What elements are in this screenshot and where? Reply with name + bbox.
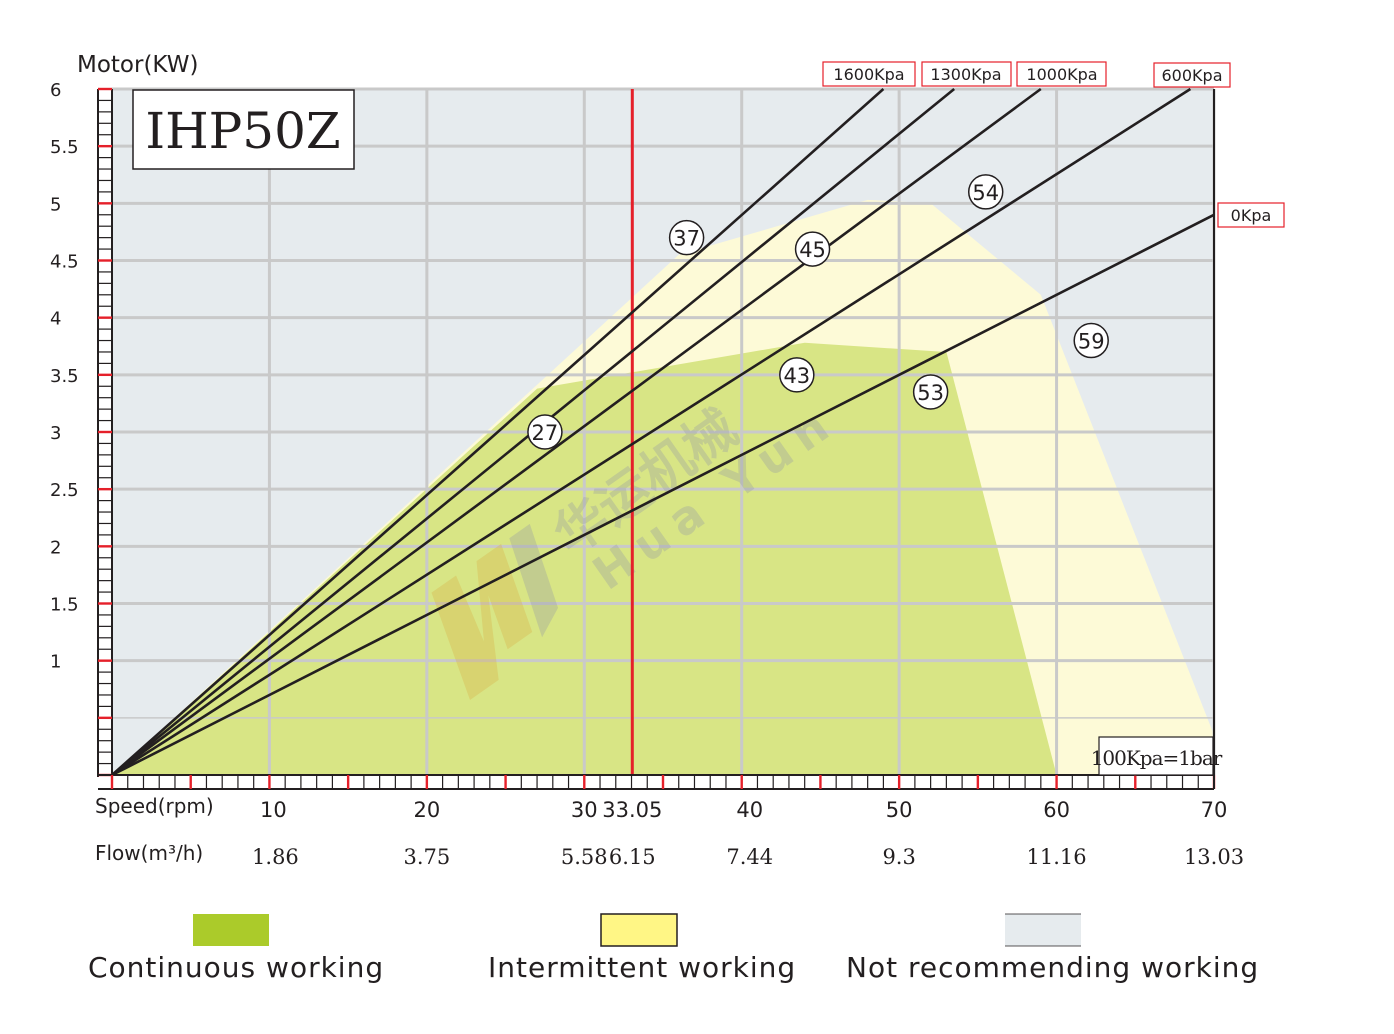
- efficiency-label: 45: [799, 238, 826, 262]
- flow-tick-label: 7.44: [726, 845, 773, 869]
- y-tick-label: 4.5: [50, 252, 79, 273]
- efficiency-circle: [527, 414, 563, 450]
- y-tick-label: 1: [50, 652, 61, 673]
- series-label: 600Kpa: [1162, 66, 1223, 85]
- series-line-3: [111, 87, 1192, 777]
- x-tick-label: 33.05: [602, 798, 662, 822]
- series-label-box: [822, 61, 916, 87]
- series-line-4: [111, 213, 1215, 777]
- y-tick-label: 4: [50, 309, 61, 330]
- series-label: 1300Kpa: [930, 65, 1001, 84]
- y-tick-label: 2: [50, 537, 61, 558]
- series-label-box: [1016, 61, 1107, 87]
- legend: Continuous working Intermittent working …: [88, 913, 1259, 984]
- flow-axis-title: Flow(m³/h): [95, 841, 203, 865]
- efficiency-labels: 27 37 45 54 43 53 59: [527, 174, 1109, 450]
- efficiency-label: 53: [917, 381, 944, 405]
- series-label: 1600Kpa: [833, 65, 904, 84]
- efficiency-circle: [1073, 322, 1109, 359]
- legend-swatch-not-recommended: [1004, 913, 1082, 947]
- unit-note-text: 100Kpa=1bar: [1091, 746, 1223, 770]
- efficiency-label: 54: [972, 181, 999, 205]
- series-label: 1000Kpa: [1026, 65, 1097, 84]
- efficiency-label: 59: [1078, 330, 1105, 354]
- series-label-box: [1153, 62, 1231, 88]
- y-tick-label: 1.5: [50, 595, 79, 616]
- y-tick-label: 3.5: [50, 366, 79, 387]
- flow-tick-label: 3.75: [403, 845, 450, 869]
- efficiency-label: 27: [532, 421, 559, 445]
- efficiency-circle: [794, 231, 831, 267]
- logo-mark-icon: [431, 543, 533, 700]
- model-title-box: IHP50Z: [132, 89, 355, 170]
- efficiency-circle: [668, 219, 705, 256]
- efficiency-circle: [967, 174, 1004, 210]
- x-tick-label: 30: [571, 798, 598, 822]
- efficiency-label: 43: [783, 364, 810, 388]
- legend-swatch-continuous: [193, 914, 269, 946]
- flow-tick-label: 6.15: [609, 845, 656, 869]
- efficiency-label: 37: [673, 227, 700, 251]
- chart-title: IHP50Z: [145, 102, 340, 160]
- y-axis-title: Motor(KW): [77, 52, 198, 78]
- x-tick-label: 40: [736, 798, 763, 822]
- flow-tick-label: 13.03: [1184, 845, 1244, 869]
- series-labels: 1600Kpa 1300Kpa 1000Kpa 600Kpa 0Kpa: [822, 61, 1285, 228]
- legend-swatch-intermittent: [600, 913, 678, 947]
- y-tick-label: 6: [50, 80, 61, 101]
- series-lines: [111, 87, 1215, 777]
- legend-label-not-recommended: Not recommending working: [846, 951, 1259, 984]
- y-tick-label: 2.5: [50, 480, 79, 501]
- x-axis-title: Speed(rpm): [95, 794, 214, 818]
- x-tick-label: 10: [260, 798, 287, 822]
- flow-tick-label: 9.3: [882, 845, 915, 869]
- series-line-2: [111, 87, 1042, 777]
- axes: 1 1.5 2 2.5 3 3.5 4 4.5 5 5.5 6 10 1.86 20 3.75 30 5.58 3…: [50, 80, 1244, 869]
- logo-stroke-icon: [509, 523, 559, 638]
- flow-tick-label: 1.86: [252, 845, 299, 869]
- y-tick-label: 5.5: [50, 137, 79, 158]
- efficiency-circle: [912, 374, 949, 410]
- flow-tick-label: 11.16: [1027, 845, 1087, 869]
- y-tick-label: 3: [50, 423, 61, 444]
- series-line-0: [111, 88, 885, 776]
- legend-label-intermittent: Intermittent working: [488, 951, 796, 984]
- y-tick-label: 5: [50, 194, 61, 215]
- x-tick-label: 70: [1201, 798, 1228, 822]
- x-tick-label: 20: [413, 798, 440, 822]
- flow-tick-label: 5.58: [561, 845, 608, 869]
- x-tick-label: 50: [886, 798, 913, 822]
- efficiency-circle: [779, 357, 815, 393]
- series-label-box: [921, 61, 1012, 87]
- x-tick-label: 60: [1043, 798, 1070, 822]
- series-label: 0Kpa: [1231, 206, 1272, 225]
- legend-label-continuous: Continuous working: [88, 951, 384, 984]
- unit-note: 100Kpa=1bar: [1091, 736, 1224, 776]
- series-label-box: [1217, 202, 1285, 228]
